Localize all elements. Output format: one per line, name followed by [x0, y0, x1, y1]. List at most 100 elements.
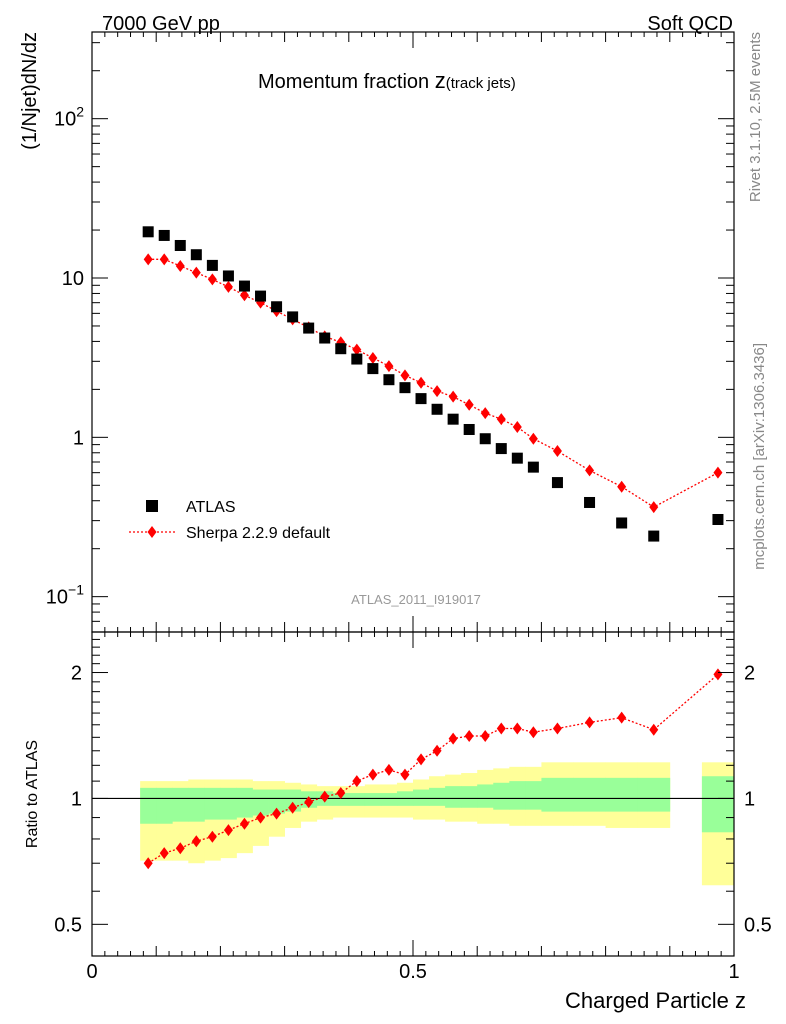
sherpa-ratio-point: [552, 722, 562, 735]
sherpa-point: [159, 253, 169, 266]
atlas-point: [255, 290, 267, 302]
inner-uncertainty-band: [348, 793, 366, 806]
sherpa-point: [352, 343, 362, 356]
inner-uncertainty-band: [701, 776, 735, 833]
inner-uncertainty-band: [541, 777, 574, 812]
legend-sherpa-label: Sherpa 2.2.9 default: [186, 525, 331, 542]
sherpa-ratio-point: [464, 730, 474, 743]
sherpa-line: [148, 258, 719, 508]
inner-uncertainty-band: [284, 789, 302, 812]
inner-uncertainty-band: [220, 787, 237, 820]
inner-uncertainty-band: [573, 777, 606, 812]
atlas-point: [616, 517, 628, 529]
atlas-point: [222, 270, 234, 282]
inner-uncertainty-band: [172, 787, 189, 822]
ratio-y-tick-label-right: 0.5: [744, 914, 772, 936]
main-frame: [91, 31, 735, 633]
sherpa-ratio-point: [223, 824, 233, 837]
sherpa-point: [223, 280, 233, 293]
sherpa-point: [400, 369, 410, 382]
inner-uncertainty-band: [188, 787, 205, 822]
x-tick-label: 0.5: [399, 961, 427, 983]
atlas-point: [206, 259, 218, 271]
inner-uncertainty-band: [156, 787, 173, 824]
inner-uncertainty-band: [445, 786, 462, 808]
y-tick-label-exponent: −1: [68, 582, 84, 598]
sherpa-ratio-point: [585, 716, 595, 729]
ratio-panel: 2 2 1 1 0.5 0.5 0 0.5 1 Ratio to ATLAS Charged P…: [24, 631, 772, 1013]
sherpa-ratio-point: [512, 722, 522, 735]
inner-uncertainty-band: [252, 789, 269, 816]
sherpa-point: [448, 390, 458, 403]
sherpa-ratio-point: [288, 801, 298, 814]
y-tick-label-base: 10: [46, 587, 68, 609]
atlas-point: [271, 301, 283, 313]
sherpa-ratio-point: [352, 775, 362, 788]
atlas-point: [319, 332, 331, 344]
header-right-label: Soft QCD: [647, 13, 733, 35]
inner-uncertainty-band: [605, 777, 639, 812]
inner-uncertainty-band: [380, 793, 398, 806]
inner-uncertainty-band: [525, 781, 542, 810]
atlas-point: [479, 433, 491, 445]
inner-uncertainty-band: [429, 787, 446, 806]
sherpa-ratio-point: [416, 753, 426, 766]
sherpa-point: [191, 266, 201, 279]
inner-uncertainty-band: [268, 789, 285, 814]
ratio-y-tick-label-right: 2: [744, 663, 755, 685]
sherpa-ratio-point: [320, 790, 330, 803]
atlas-point: [648, 530, 660, 542]
sherpa-ratio-point: [448, 732, 458, 745]
header-left-label: 7000 GeV pp: [102, 13, 220, 35]
atlas-point: [712, 513, 724, 525]
sherpa-ratio-point: [432, 744, 442, 757]
sherpa-point: [585, 464, 595, 477]
y-tick-label: 102: [54, 104, 84, 131]
sherpa-ratio-point: [368, 768, 378, 781]
sherpa-point: [239, 289, 249, 302]
analysis-label: ATLAS_2011_I919017: [351, 592, 481, 607]
sherpa-point: [368, 351, 378, 364]
legend-sherpa-marker: [147, 526, 157, 538]
sherpa-ratio-point: [143, 857, 153, 870]
mcplots-reference-label: mcplots.cern.ch [arXiv:1306.3436]: [751, 343, 768, 570]
atlas-point: [431, 403, 443, 415]
atlas-point: [511, 452, 523, 464]
sherpa-ratio-point: [400, 768, 410, 781]
sherpa-point: [713, 466, 723, 479]
main-y-axis-label: (1/Njet)dN/dz: [19, 32, 41, 150]
sherpa-ratio-point: [272, 807, 282, 820]
inner-uncertainty-band: [509, 781, 526, 810]
rivet-version-label: Rivet 3.1.10, 2.5M events: [747, 32, 764, 202]
main-title-text: Momentum fraction: [258, 71, 435, 93]
sherpa-ratio-point: [528, 726, 538, 739]
main-title-variable: z: [435, 68, 446, 93]
atlas-point: [383, 374, 395, 386]
inner-uncertainty-band: [364, 793, 382, 806]
atlas-point: [142, 226, 154, 238]
inner-uncertainty-band: [493, 782, 510, 810]
y-tick-label-base: 10: [62, 268, 84, 290]
atlas-point: [367, 363, 379, 375]
y-tick-label: 10: [62, 268, 84, 290]
inner-uncertainty-band: [413, 789, 430, 806]
y-tick-label-base: 10: [54, 109, 76, 131]
atlas-point: [351, 353, 363, 365]
y-tick-label: 1: [73, 427, 84, 449]
inner-uncertainty-band: [461, 786, 478, 808]
sherpa-point: [175, 259, 185, 272]
sherpa-point: [432, 385, 442, 398]
atlas-point: [174, 239, 186, 251]
sherpa-point: [207, 273, 217, 286]
sherpa-ratio-point: [175, 842, 185, 855]
sherpa-ratio-point: [649, 723, 659, 736]
ratio-y-tick-label-right: 1: [744, 788, 755, 810]
sherpa-ratio-point: [713, 668, 723, 681]
atlas-point: [303, 322, 315, 334]
ratio-y-axis-label: Ratio to ATLAS: [24, 740, 41, 848]
sherpa-point: [464, 398, 474, 411]
sherpa-point: [617, 480, 627, 493]
atlas-point: [287, 311, 299, 323]
sherpa-ratio-point: [256, 811, 266, 824]
